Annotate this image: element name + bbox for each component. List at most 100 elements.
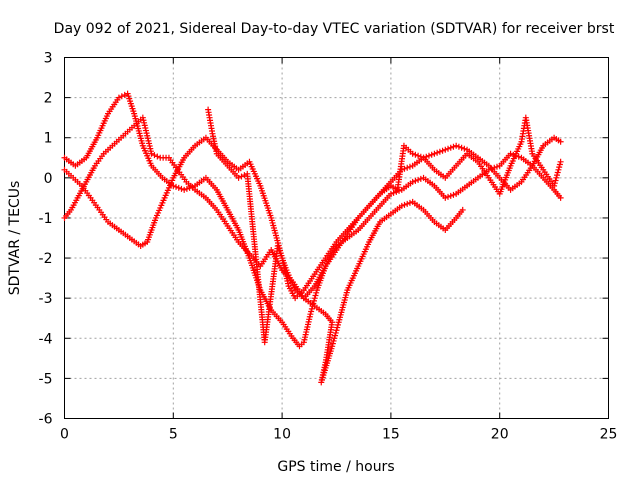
data-point [455, 143, 462, 150]
x-tick-label: 15 [382, 427, 400, 443]
x-tick-label: 10 [273, 427, 291, 443]
data-point [415, 152, 422, 159]
y-tick-label: -6 [39, 412, 53, 428]
data-point [423, 153, 430, 160]
x-axis-title: GPS time / hours [277, 459, 394, 475]
x-tick-labels: 0 5 10 15 20 25 [60, 427, 617, 443]
data-point [415, 176, 422, 183]
data-point [241, 172, 248, 179]
data-point [238, 173, 245, 180]
data-point [442, 146, 449, 153]
data-point [554, 169, 561, 176]
data-point [178, 185, 185, 192]
data-point [450, 143, 457, 150]
data-point [552, 177, 559, 184]
data-point [330, 337, 337, 344]
data-point [409, 150, 416, 157]
y-tick-label: -2 [39, 251, 53, 267]
data-point [557, 194, 564, 201]
data-point [556, 164, 563, 171]
data-point [333, 327, 340, 334]
series-track-4 [205, 106, 564, 346]
data-point [406, 163, 413, 170]
data-point [334, 321, 341, 328]
x-tick-label: 20 [491, 427, 509, 443]
data-point [115, 94, 122, 101]
series-track-2 [61, 134, 564, 302]
chart-title: Day 092 of 2021, Sidereal Day-to-day VTE… [54, 21, 615, 37]
y-tick-label: -4 [39, 331, 53, 347]
data-point [417, 153, 424, 160]
data-point [553, 174, 560, 181]
data-point [493, 163, 500, 170]
data-point [308, 305, 315, 312]
data-point [409, 178, 416, 185]
data-point [332, 329, 339, 336]
y-axis-title: SDTVAR / TECUs [7, 181, 23, 296]
data-marks [61, 90, 564, 386]
data-point [412, 177, 419, 184]
data-point [434, 149, 441, 156]
y-tick-labels: -6 -5 -4 -3 -2 -1 0 1 2 3 [39, 51, 53, 428]
data-point [175, 184, 182, 191]
y-tick-label: -5 [39, 371, 53, 387]
data-point [551, 182, 558, 189]
y-tick-label: -3 [39, 291, 53, 307]
data-point [334, 324, 341, 331]
data-point [425, 152, 432, 159]
data-point [183, 185, 190, 192]
data-point [404, 164, 411, 171]
data-point [307, 311, 314, 318]
data-point [428, 151, 435, 158]
data-point [488, 165, 495, 172]
data-point [148, 150, 155, 157]
x-tick-label: 5 [169, 427, 178, 443]
y-tick-label: 0 [44, 171, 53, 187]
series-track-1 [61, 90, 564, 350]
data-point [151, 152, 158, 159]
data-point [390, 189, 397, 196]
data-point [121, 91, 128, 98]
data-point [447, 144, 454, 151]
data-point [557, 158, 564, 165]
y-tick-label: 2 [44, 91, 53, 107]
data-point [515, 153, 522, 160]
data-point [453, 142, 460, 149]
data-point [431, 150, 438, 157]
data-point [235, 174, 242, 181]
x-tick-label: 0 [60, 427, 69, 443]
data-point [556, 161, 563, 168]
data-point [555, 166, 562, 173]
data-point [557, 138, 564, 145]
data-point [329, 343, 336, 350]
data-point [458, 144, 465, 151]
data-point [329, 340, 336, 347]
series-track-3 [61, 114, 466, 386]
x-tick-label: 25 [600, 427, 618, 443]
data-point [436, 148, 443, 155]
data-point [445, 193, 452, 200]
plot-frame [64, 57, 609, 419]
data-point [332, 332, 339, 339]
data-point [554, 172, 561, 179]
data-point [404, 200, 411, 207]
data-point [312, 292, 319, 299]
axis-ticks [64, 57, 609, 419]
y-tick-label: -1 [39, 211, 53, 227]
data-point [412, 151, 419, 158]
data-point [154, 153, 161, 160]
data-point [445, 145, 452, 152]
data-point [401, 201, 408, 208]
data-point [313, 289, 320, 296]
data-point [461, 145, 468, 152]
data-point [459, 206, 466, 213]
data-point [387, 190, 394, 197]
data-point [439, 147, 446, 154]
data-point [398, 202, 405, 209]
data-point [447, 192, 454, 199]
data-point [442, 194, 449, 201]
data-point [331, 335, 338, 342]
data-point [173, 183, 180, 190]
data-point [417, 175, 424, 182]
